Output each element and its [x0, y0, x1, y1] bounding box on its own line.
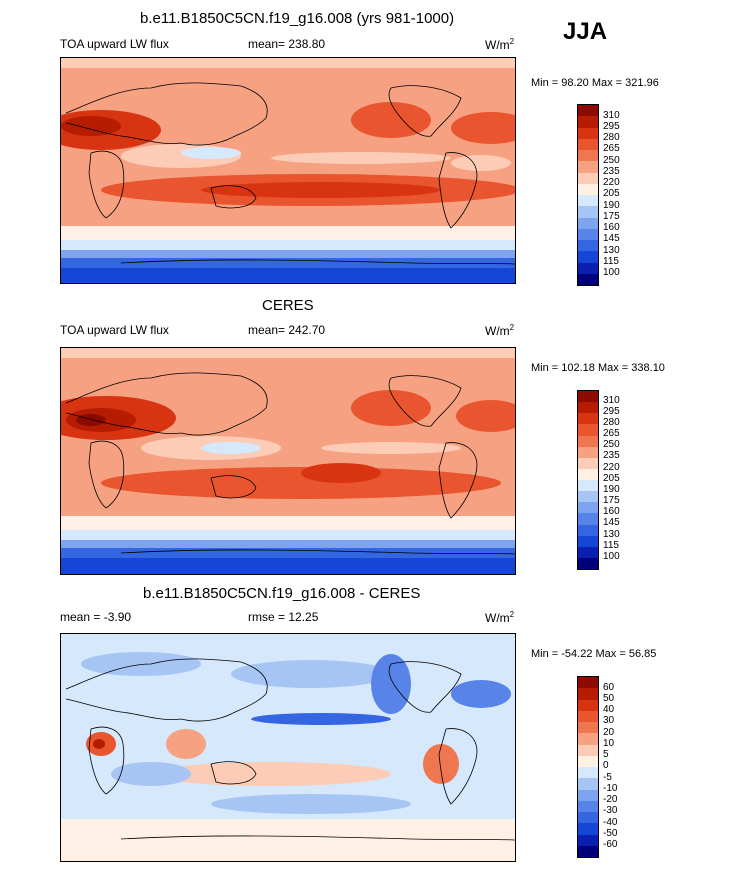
panel2-minmax: Min = 102.18 Max = 338.10 [531, 362, 665, 374]
colorbar3-tick: 50 [603, 693, 615, 704]
colorbar3-tick: 5 [603, 749, 609, 760]
colorbar2-tick: 175 [603, 495, 620, 506]
colorbar2-tick: 280 [603, 417, 620, 428]
season-label: JJA [563, 18, 608, 45]
colorbar1-tick: 250 [603, 155, 620, 166]
colorbar2-tick: 190 [603, 484, 620, 495]
panel2-observed-map [60, 347, 516, 575]
panel1-colorbar [577, 104, 599, 286]
colorbar1-tick: 310 [603, 110, 620, 121]
colorbar2-tick: 250 [603, 439, 620, 450]
panel3-mean-label: mean = -3.90 [60, 610, 132, 624]
panel2-units: W/m2 [485, 323, 515, 338]
colorbar2-tick: 310 [603, 395, 620, 406]
panel2-variable-label: TOA upward LW flux [60, 323, 169, 337]
panel3-difference-map [60, 633, 516, 862]
panel1-units: W/m2 [485, 37, 515, 52]
panel3-colorbar [577, 676, 599, 858]
colorbar1-tick: 190 [603, 200, 620, 211]
colorbar3-tick: 60 [603, 682, 615, 693]
colorbar3-tick: -50 [603, 828, 618, 839]
colorbar2-tick: 265 [603, 428, 620, 439]
colorbar3-tick: -20 [603, 794, 618, 805]
colorbar3-tick: -30 [603, 805, 618, 816]
colorbar2-tick: 220 [603, 462, 620, 473]
panel1-model-map [60, 57, 516, 284]
colorbar1-tick: 160 [603, 222, 620, 233]
panel1-mean-label: mean= 238.80 [248, 37, 326, 51]
colorbar1-tick: 175 [603, 211, 620, 222]
panel2-colorbar [577, 390, 599, 570]
panel3-units: W/m2 [485, 610, 515, 625]
colorbar1-tick: 115 [603, 256, 619, 267]
colorbar1-tick: 235 [603, 166, 620, 177]
colorbar2-tick: 145 [603, 517, 620, 528]
colorbar3-tick: 0 [603, 760, 609, 771]
colorbar2-tick: 160 [603, 506, 620, 517]
panel1-title: b.e11.B1850C5CN.f19_g16.008 (yrs 981-100… [140, 10, 455, 27]
colorbar1-tick: 280 [603, 132, 620, 143]
colorbar2-tick: 235 [603, 450, 620, 461]
colorbar3-tick: -5 [603, 772, 612, 783]
colorbar1-tick: 205 [603, 188, 620, 199]
colorbar3-tick: -10 [603, 783, 618, 794]
colorbar2-tick: 295 [603, 406, 620, 417]
panel2-title: CERES [262, 297, 314, 314]
colorbar1-tick: 220 [603, 177, 620, 188]
panel1-variable-label: TOA upward LW flux [60, 37, 169, 51]
colorbar1-tick: 145 [603, 233, 620, 244]
colorbar2-tick: 130 [603, 529, 620, 540]
panel3-minmax: Min = -54.22 Max = 56.85 [531, 648, 657, 660]
colorbar2-tick: 115 [603, 540, 619, 551]
colorbar3-tick: 30 [603, 715, 615, 726]
colorbar1-tick: 130 [603, 245, 620, 256]
colorbar3-tick: 40 [603, 704, 615, 715]
colorbar3-tick: 10 [603, 738, 615, 749]
colorbar1-tick: 295 [603, 121, 620, 132]
colorbar1-tick: 265 [603, 143, 620, 154]
colorbar1-tick: 100 [603, 267, 620, 278]
colorbar3-tick: -60 [603, 839, 618, 850]
panel2-mean-label: mean= 242.70 [248, 323, 326, 337]
colorbar2-tick: 205 [603, 473, 620, 484]
colorbar2-tick: 100 [603, 551, 620, 562]
colorbar3-tick: 20 [603, 727, 615, 738]
panel3-title: b.e11.B1850C5CN.f19_g16.008 - CERES [143, 585, 421, 602]
panel3-rmse-label: rmse = 12.25 [248, 610, 319, 624]
panel1-minmax: Min = 98.20 Max = 321.96 [531, 77, 659, 89]
colorbar3-tick: -40 [603, 817, 618, 828]
